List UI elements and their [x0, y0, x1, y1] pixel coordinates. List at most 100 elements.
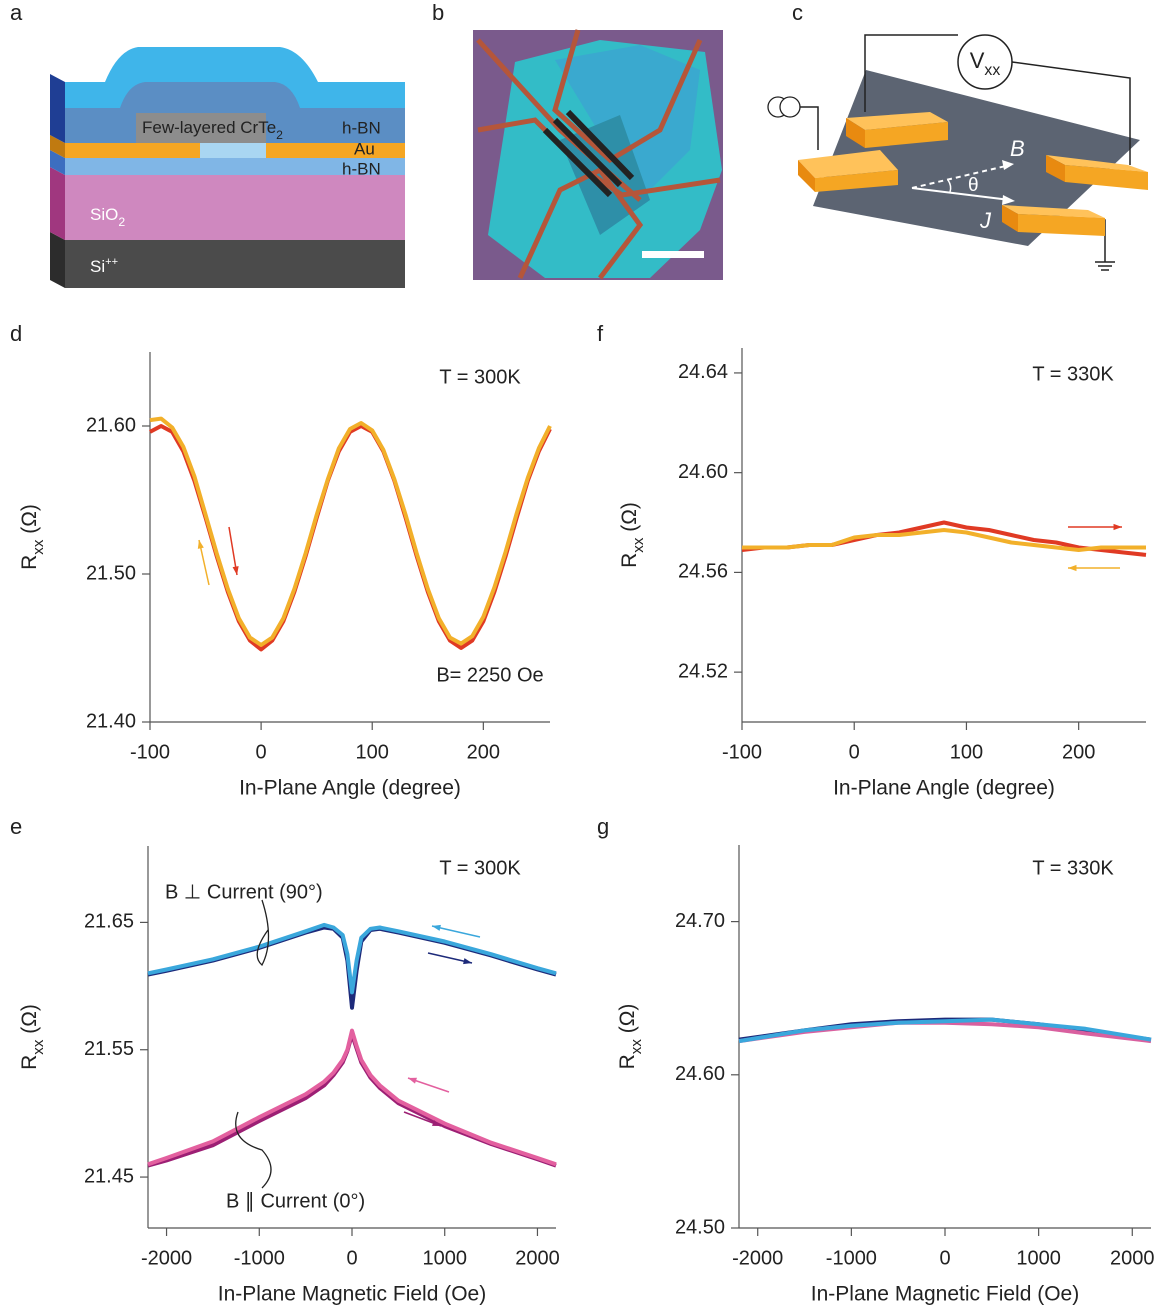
x-tick-label: 200 — [467, 741, 500, 763]
y-tick-label: 21.65 — [84, 911, 134, 933]
x-axis-title: In-Plane Magnetic Field (Oe) — [218, 1283, 486, 1306]
text-part: 2 — [118, 215, 125, 229]
text-part: xx — [628, 1039, 645, 1055]
y-axis-title: Rxx (Ω) — [18, 1004, 47, 1070]
y-tick-label: 21.55 — [84, 1038, 134, 1060]
y-axis-title: Rxx (Ω) — [616, 1004, 645, 1070]
annotation: B ∥ Current (0°) — [226, 1190, 365, 1212]
data-line — [147, 1028, 557, 1167]
contacts — [542, 109, 635, 198]
x-tick-label: 100 — [950, 741, 983, 763]
y-tick-label: 21.45 — [84, 1165, 134, 1187]
text-part: xx — [984, 62, 1000, 79]
current-arrow — [911, 187, 1011, 201]
x-tick-label: -100 — [722, 741, 762, 763]
x-tick-label: -1000 — [234, 1247, 285, 1269]
layer-label: Au — [354, 139, 375, 158]
text-part: Si — [90, 257, 105, 276]
annotation: T = 300K — [439, 857, 521, 879]
text-part: (Ω) — [18, 1004, 41, 1040]
annotation-curl — [235, 1111, 272, 1189]
text-part: SiO — [90, 205, 118, 224]
annotation-arrowhead — [432, 924, 441, 931]
y-tick-label: 24.60 — [678, 461, 728, 483]
optical-image — [473, 29, 723, 280]
text-part: V — [970, 48, 985, 73]
voltmeter-label: Vxx — [970, 48, 1001, 79]
y-tick-label: 24.70 — [675, 910, 725, 932]
field-arrow — [911, 164, 1011, 189]
layer-label: h-BN — [342, 118, 381, 137]
data-line — [149, 424, 552, 652]
x-tick-label: 200 — [1062, 741, 1095, 763]
bottom-hbn-layer — [65, 158, 405, 175]
top-side — [50, 74, 65, 143]
x-tick-label: 2000 — [1110, 1247, 1155, 1269]
measurement-schematic: Vxx B θ J — [767, 34, 1148, 271]
annotation-arrowhead — [232, 566, 239, 575]
layer-label: SiO2 — [90, 205, 125, 229]
sample — [813, 70, 1140, 246]
text-part: xx — [630, 537, 647, 553]
y-axis-title: Rxx (Ω) — [18, 504, 47, 570]
data-line — [738, 1017, 1152, 1044]
text-part: R — [618, 553, 641, 568]
x-tick-label: 0 — [256, 741, 267, 763]
flake — [136, 113, 266, 143]
x-tick-label: -100 — [130, 741, 170, 763]
x-tick-label: 0 — [849, 741, 860, 763]
current-label: J — [979, 208, 992, 233]
voltmeter — [957, 34, 1013, 90]
layer-label: h-BN — [342, 159, 381, 178]
x-tick-label: 1000 — [422, 1247, 467, 1269]
hbn-region — [555, 45, 700, 200]
x-tick-label: 2000 — [515, 1247, 560, 1269]
panel-label: c — [792, 0, 803, 25]
annotation-arrowhead — [463, 958, 472, 965]
y-tick-label: 24.52 — [678, 660, 728, 682]
text-part: R — [18, 555, 41, 570]
data-line — [149, 416, 552, 647]
field-arrowhead — [1002, 160, 1014, 170]
annotation-arrowhead — [197, 540, 204, 549]
panel-label: d — [10, 321, 22, 346]
text-part: R — [616, 1054, 639, 1069]
text-part: (Ω) — [616, 1004, 639, 1040]
annotation: B= 2250 Oe — [436, 664, 543, 686]
data-line — [147, 925, 557, 1010]
x-tick-label: 1000 — [1016, 1247, 1061, 1269]
x-tick-label: -1000 — [826, 1247, 877, 1269]
sio2-layer — [65, 175, 405, 240]
au-side — [50, 135, 65, 158]
annotation: T = 330K — [1032, 857, 1114, 879]
annotation-arrowhead — [432, 1120, 441, 1126]
device-stack: Few-layered CrTe 2 h-BN Au h-BN SiO2 Si++ — [50, 47, 405, 288]
y-tick-label: 21.50 — [86, 562, 136, 584]
text-part: xx — [30, 539, 47, 555]
y-tick-label: 24.64 — [678, 361, 728, 383]
angle-arc — [947, 179, 952, 193]
x-tick-label: 0 — [939, 1247, 950, 1269]
text-part: ++ — [105, 256, 118, 268]
x-axis-title: In-Plane Angle (degree) — [833, 777, 1055, 800]
text-part: R — [18, 1055, 41, 1070]
current-source — [779, 96, 801, 118]
si-side — [50, 232, 65, 288]
current-arrowhead — [1002, 195, 1015, 205]
annotation-curl — [256, 899, 270, 967]
panel-label: g — [597, 814, 609, 839]
data-line — [742, 528, 1146, 552]
x-tick-label: 0 — [346, 1247, 357, 1269]
annotation-arrowhead — [1068, 564, 1077, 572]
electrodes — [798, 112, 1148, 236]
annotation: T = 300K — [439, 366, 521, 388]
x-tick-label: 100 — [356, 741, 389, 763]
text-part: (Ω) — [18, 504, 41, 540]
field-label: B — [1010, 136, 1025, 161]
text-part: Few-layered CrTe — [142, 118, 276, 137]
layer-label: Si++ — [90, 256, 118, 277]
sio2-side — [50, 167, 65, 240]
annotation-arrowhead — [408, 1077, 417, 1084]
annotation-arrowhead — [1113, 523, 1122, 531]
